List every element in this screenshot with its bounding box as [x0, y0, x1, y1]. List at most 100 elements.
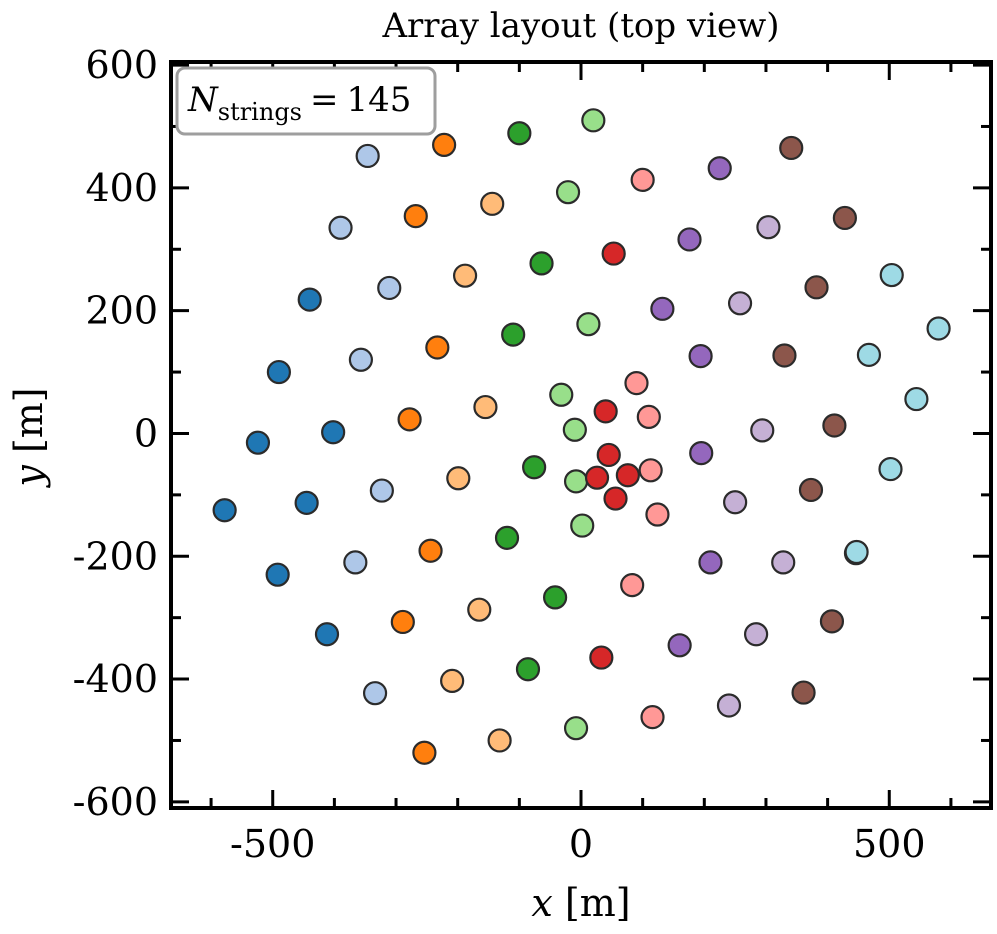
scatter-point-group-light-orange-1: [452, 263, 478, 288]
scatter-point-group-cyan-3: [904, 386, 929, 412]
scatter-point-group-light-green-4: [562, 417, 587, 442]
scatter-point-group-green-3: [522, 455, 547, 480]
plot-frame: [169, 60, 993, 810]
markers-layer: [212, 108, 951, 765]
scatter-point-group-blue-6: [321, 420, 346, 445]
scatter-point-group-light-blue-1: [328, 215, 353, 240]
scatter-point-group-red-0: [601, 241, 626, 266]
scatter-point-group-cyan-1: [926, 316, 951, 341]
scatter-point-group-pink-4: [645, 502, 670, 527]
scatter-point-group-green-1: [529, 251, 554, 276]
scatter-point-group-red-6: [589, 645, 614, 670]
scatter-point-group-lavender-1: [727, 291, 753, 316]
y-tick-label-400: 400: [85, 166, 158, 210]
scatter-point-group-green-4: [494, 525, 520, 550]
x-tick-label-500: 500: [853, 822, 926, 866]
legend-annotation: Nstrings = 145: [175, 66, 437, 136]
scatter-point-group-light-blue-6: [362, 681, 388, 706]
scatter-point-group-blue-4: [265, 562, 290, 587]
scatter-point-group-light-orange-4: [467, 597, 492, 622]
scatter-point-group-green-6: [515, 657, 541, 682]
scatter-point-group-red-2: [596, 442, 621, 468]
x-tick-label-0: 0: [569, 822, 593, 866]
scatter-point-group-cyan-6: [844, 539, 869, 565]
scatter-point-group-blue-7: [314, 622, 340, 647]
scatter-point-group-red-3: [615, 463, 640, 488]
scatter-point-group-lavender-4: [771, 550, 796, 575]
scatter-point-group-light-green-3: [549, 382, 574, 407]
scatter-point-group-lavender-3: [723, 490, 748, 515]
scatter-point-group-blue-2: [266, 359, 291, 385]
legend-symbol: N: [187, 80, 219, 120]
scatter-point-group-brown-2: [804, 275, 829, 300]
scatter-point-group-light-green-7: [563, 716, 589, 741]
scatter-point-group-purple-2: [650, 296, 675, 321]
scatter-point-group-brown-1: [832, 205, 857, 231]
scatter-point-group-blue-1: [245, 430, 271, 455]
x-tick-label--500: -500: [230, 822, 315, 866]
scatter-point-group-light-blue-2: [377, 275, 402, 301]
scatter-point-group-light-blue-5: [343, 550, 368, 575]
scatter-point-group-lavender-2: [750, 418, 775, 443]
scatter-point-group-brown-4: [822, 413, 847, 438]
scatter-point-group-light-orange-0: [480, 191, 505, 216]
y-axis-label: y [m]: [7, 387, 51, 488]
scatter-point-group-pink-6: [640, 705, 665, 730]
x-axis-label: x [m]: [531, 881, 630, 925]
legend-subscript: strings: [218, 98, 302, 126]
y-tick-label--600: -600: [73, 780, 158, 824]
scatter-point-group-light-green-6: [570, 513, 595, 538]
scatter-point-group-pink-5: [620, 573, 645, 598]
scatter-point-group-lavender-5: [743, 622, 769, 647]
tick-labels-layer: -500 0 500 -600 -400 -200 0 200 400 600: [73, 43, 926, 866]
y-tick-label-0: 0: [134, 411, 158, 455]
x-axis-unit: [m]: [553, 881, 631, 925]
scatter-point-group-green-2: [501, 322, 526, 347]
scatter-point-group-light-blue-3: [348, 347, 373, 372]
legend-operator: =: [310, 80, 339, 120]
scatter-point-group-orange-4: [418, 538, 443, 563]
scatter-point-group-red-5: [603, 486, 628, 511]
scatter-point-group-lavender-6: [716, 693, 742, 718]
scatter-point-group-lavender-0: [756, 215, 781, 240]
scatter-point-group-green-5: [543, 585, 568, 610]
scatter-point-group-red-4: [584, 465, 610, 490]
scatter-point-group-cyan-0: [879, 262, 904, 288]
scatter-point-group-brown-7: [791, 680, 816, 705]
scatter-point-group-orange-1: [403, 204, 428, 229]
x-axis-symbol: x: [531, 881, 552, 925]
scatter-point-group-purple-5: [698, 550, 723, 575]
scatter-point-group-light-green-1: [555, 180, 581, 205]
scatter-point-group-light-orange-6: [487, 728, 512, 753]
scatter-point-group-light-orange-2: [473, 394, 498, 420]
scatter-point-group-light-orange-5: [440, 668, 465, 694]
scatter-point-group-green-0: [507, 121, 532, 146]
scatter-point-group-orange-5: [390, 609, 415, 635]
scatter-point-group-orange-3: [397, 407, 422, 432]
scatter-point-group-orange-0: [432, 132, 457, 157]
scatter-point-group-light-blue-0: [355, 143, 380, 169]
scatter-point-group-light-green-5: [563, 469, 589, 494]
scatter-point-group-blue-5: [294, 490, 319, 515]
y-tick-label--200: -200: [73, 534, 158, 578]
scatter-point-group-purple-3: [688, 344, 713, 369]
legend-box: [175, 66, 437, 136]
scatter-point-group-brown-5: [798, 477, 824, 503]
scatter-point-group-pink-0: [630, 167, 655, 192]
scatter-point-group-brown-0: [779, 135, 804, 161]
scatter-point-group-purple-1: [677, 227, 702, 252]
scatter-point-group-brown-3: [772, 343, 797, 368]
legend-text: Nstrings = 145: [187, 80, 411, 126]
chart-title: Array layout (top view): [381, 6, 779, 46]
scatter-point-group-light-blue-4: [369, 478, 394, 503]
scatter-point-group-orange-6: [412, 740, 437, 765]
y-tick-label-600: 600: [85, 43, 158, 87]
scatter-point-group-orange-2: [425, 335, 450, 360]
scatter-point-group-blue-3: [297, 287, 322, 312]
scatter-point-group-pink-3: [638, 458, 663, 483]
legend-value: 145: [347, 80, 412, 120]
scatter-point-group-light-orange-3: [446, 466, 471, 491]
scatter-point-group-pink-1: [624, 371, 649, 396]
scatter-point-group-pink-2: [636, 404, 661, 429]
